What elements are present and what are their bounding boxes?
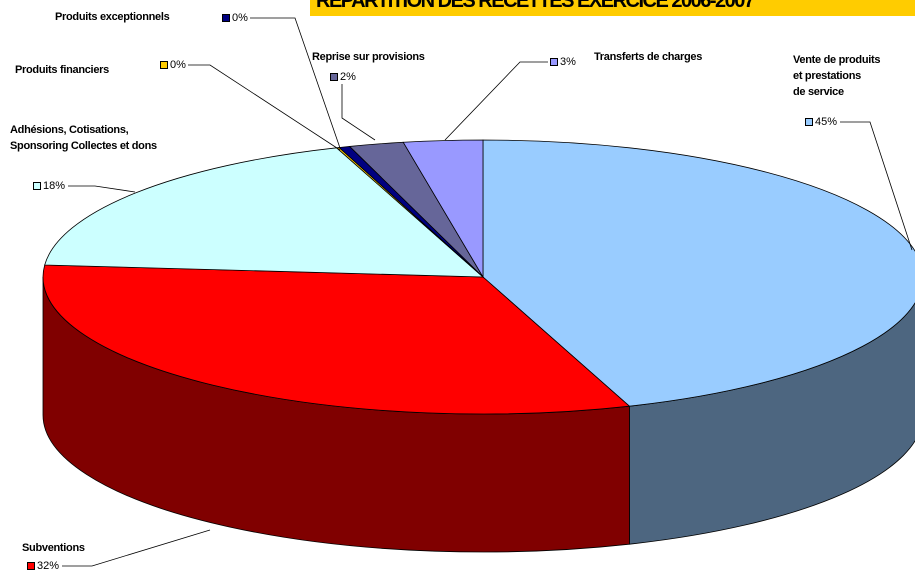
slice (44, 147, 485, 278)
chart-title: REPARTITION DES RECETTES EXERCICE 2006-2… (316, 0, 755, 12)
leader-line (62, 529, 211, 567)
category-label: Subventions (22, 542, 85, 554)
leader-line (68, 185, 136, 193)
category-label: Transferts de charges (594, 51, 703, 63)
legend-swatch (160, 61, 168, 69)
leader-line (840, 121, 913, 251)
category-label: Produits financiers (15, 64, 109, 76)
value-label: 0% (170, 59, 186, 71)
title-box: REPARTITION DES RECETTES EXERCICE 2006-2… (310, 0, 915, 16)
category-label: Adhésions, Cotisations, Sponsoring Colle… (10, 124, 157, 152)
legend-swatch (222, 14, 230, 22)
value-label: 45% (815, 116, 838, 128)
value-label: 32% (37, 560, 60, 571)
category-label: Reprise sur provisions (312, 51, 425, 63)
leader-line (444, 61, 548, 141)
value-label: 2% (340, 71, 356, 83)
legend-swatch (330, 73, 338, 81)
category-label: Vente de produits et prestations de serv… (793, 54, 881, 98)
value-label: 3% (560, 56, 576, 68)
slice (42, 264, 631, 415)
legend-swatch (805, 118, 813, 126)
legend-swatch (550, 58, 558, 66)
leader-line (341, 84, 376, 141)
value-label: 18% (43, 180, 66, 192)
slice (482, 139, 915, 407)
legend-swatch (27, 562, 35, 570)
leader-line (250, 17, 341, 149)
legend-swatch (33, 182, 41, 190)
value-label: 0% (232, 12, 248, 24)
slice (402, 139, 484, 279)
category-label: Produits exceptionnels (55, 11, 170, 23)
leader-line (188, 64, 341, 151)
